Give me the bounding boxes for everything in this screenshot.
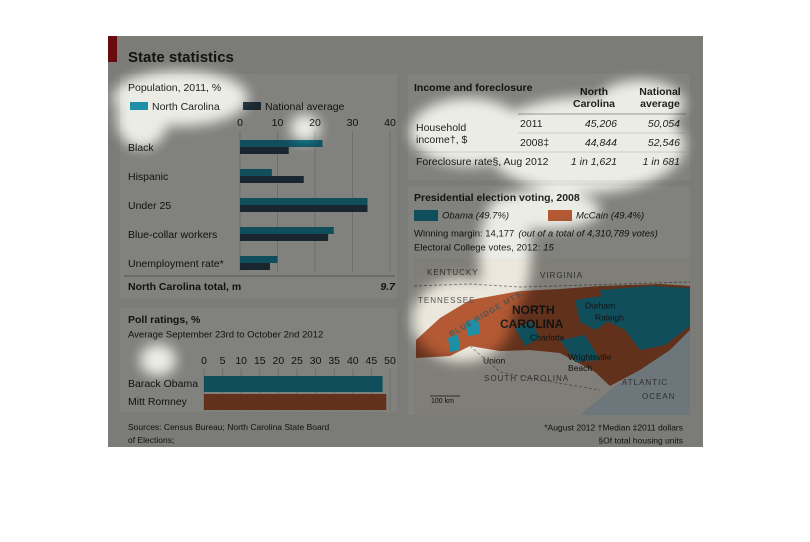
- section: [408, 74, 690, 180]
- title: State statistics: [128, 49, 234, 66]
- map-label: SOUTH CAROLINA: [484, 374, 569, 383]
- bar: [240, 176, 304, 183]
- chart-title: Poll ratings, %: [128, 314, 201, 326]
- bar: [240, 234, 329, 241]
- bar: [240, 198, 368, 205]
- legend-swatch: [548, 210, 572, 221]
- category-label: Hispanic: [128, 171, 168, 183]
- bar: [240, 147, 289, 154]
- x-tick-label: 5: [220, 355, 226, 367]
- footnote: *August 2012 †Median ‡2011 dollars: [544, 422, 683, 432]
- x-tick-label: 30: [347, 117, 359, 129]
- category-label: Mitt Romney: [128, 396, 188, 408]
- row-label: Foreclosure rate§, Aug 2012: [416, 156, 549, 168]
- x-tick-label: 20: [273, 355, 285, 367]
- row-year: 2011: [520, 118, 543, 130]
- x-tick-label: 15: [254, 355, 266, 367]
- footnote: §Of total housing units: [598, 435, 683, 445]
- overlay: [108, 36, 703, 447]
- map-label: Durham: [585, 300, 615, 310]
- bar: [240, 205, 368, 212]
- map-label: 100 km: [431, 398, 454, 405]
- cell: 44,844: [585, 137, 617, 149]
- map-label: Union: [483, 355, 505, 365]
- legend-label: North Carolina: [152, 101, 220, 113]
- bar: [204, 394, 387, 410]
- margin-label: Winning margin: 14,177: [414, 229, 514, 240]
- bar: [240, 227, 334, 234]
- electoral-value: 15: [543, 243, 554, 254]
- category-label: Blue-collar workers: [128, 229, 217, 241]
- legend-swatch: [243, 102, 261, 110]
- infographic: State statistics 0 10 20 30 40 Population, 20…: [108, 36, 703, 447]
- chart-title: Population, 2011, %: [128, 82, 221, 94]
- legend-label: Obama (49.7%): [442, 211, 509, 222]
- column-header: National average: [639, 86, 681, 110]
- x-tick-label: 0: [237, 117, 243, 129]
- x-tick-label: 45: [366, 355, 378, 367]
- bar: [240, 256, 278, 263]
- map-label: Wrightsville Beach: [568, 352, 612, 373]
- bar: [204, 376, 383, 392]
- x-tick-label: 30: [310, 355, 322, 367]
- x-tick-label: 35: [328, 355, 340, 367]
- map: [413, 258, 691, 415]
- map-label: TENNESSEE: [418, 296, 475, 305]
- margin-note: (out of a total of 4,310,789 votes): [518, 229, 657, 240]
- legend-swatch: [130, 102, 148, 110]
- map-label: KENTUCKY: [427, 268, 479, 277]
- legend-label: McCain (49.4%): [576, 211, 644, 222]
- map-label: NORTH: [512, 303, 555, 317]
- x-tick-label: 0: [201, 355, 207, 367]
- row-year: 2008‡: [520, 137, 549, 149]
- bar: [240, 140, 323, 147]
- electoral-label: Electoral College votes, 2012:: [414, 243, 540, 254]
- x-tick-label: 10: [235, 355, 247, 367]
- map-label: Raleigh: [595, 312, 624, 322]
- category-label: Unemployment rate*: [128, 258, 224, 270]
- x-tick-label: 50: [384, 355, 396, 367]
- cell: 45,206: [585, 118, 617, 130]
- row-label: Household income†, $: [416, 122, 468, 146]
- table-title: Income and foreclosure: [414, 82, 533, 94]
- x-tick-label: 10: [272, 117, 284, 129]
- column-header: North Carolina: [573, 86, 615, 110]
- category-label: Barack Obama: [128, 378, 198, 390]
- accent: [108, 36, 117, 62]
- sources: Sources: Census Bureau; North Carolina S…: [128, 422, 330, 445]
- category-label: Under 25: [128, 200, 171, 212]
- cell: 50,054: [648, 118, 680, 130]
- bar: [240, 169, 272, 176]
- map-label: CAROLINA: [500, 317, 564, 331]
- category-label: Black: [128, 142, 154, 154]
- section-title: Presidential election voting, 2008: [414, 192, 580, 204]
- chart-subtitle: Average September 23rd to October 2nd 20…: [128, 330, 323, 341]
- total-value: 9.7: [380, 281, 396, 293]
- cell: 52,546: [648, 137, 680, 149]
- x-tick-label: 40: [347, 355, 359, 367]
- map-label: Charlotte: [530, 332, 565, 342]
- x-tick-label: 40: [384, 117, 396, 129]
- cell: 1 in 681: [643, 156, 680, 168]
- total-label: North Carolina total, m: [128, 281, 241, 293]
- map-label: VIRGINIA: [540, 271, 583, 280]
- x-tick-label: 25: [291, 355, 303, 367]
- x-tick-label: 20: [309, 117, 321, 129]
- map-label: ATLANTIC OCEAN: [622, 378, 675, 401]
- legend-label: National average: [265, 101, 345, 113]
- bar: [240, 263, 270, 270]
- legend-swatch: [414, 210, 438, 221]
- cell: 1 in 1,621: [571, 156, 617, 168]
